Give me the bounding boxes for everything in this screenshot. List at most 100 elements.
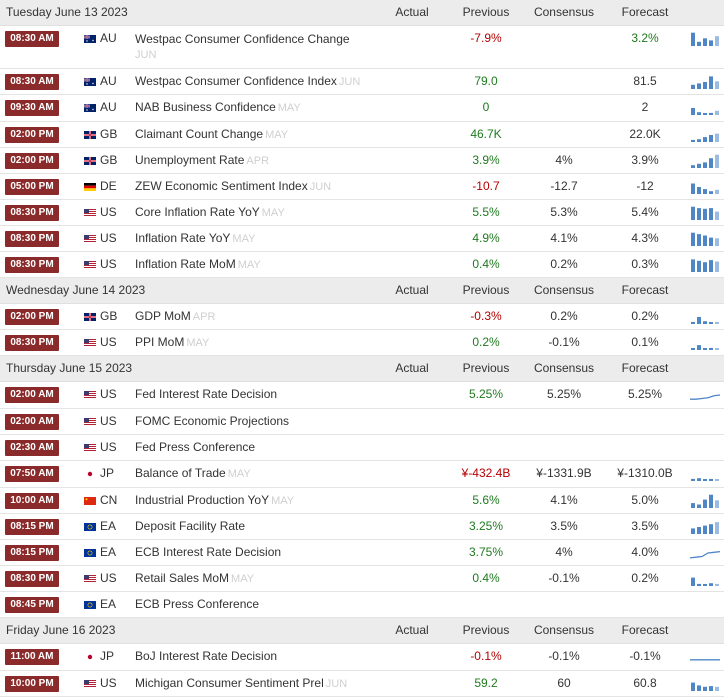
event-forecast-value: 22.0K <box>629 127 661 141</box>
event-name-link[interactable]: Industrial Production YoY MAY <box>135 493 294 507</box>
sparkline-bar <box>697 112 701 115</box>
event-row[interactable]: 08:15 PM EA Deposit Facility Rate 3.25% 3.5%… <box>0 514 724 540</box>
event-row[interactable]: 02:00 PM GB Claimant Count Change MAY 46.7K 2… <box>0 122 724 148</box>
event-row[interactable]: 02:00 AM US Fed Interest Rate Decision 5.25… <box>0 382 724 409</box>
event-name-link[interactable]: ECB Press Conference <box>135 597 259 611</box>
event-row[interactable]: 08:45 PM EA ECB Press Conference <box>0 592 724 618</box>
event-row[interactable]: 02:30 AM US Fed Press Conference <box>0 435 724 461</box>
event-sparkline-chart[interactable] <box>688 542 722 564</box>
event-row[interactable]: 02:00 AM US FOMC Economic Projections <box>0 409 724 435</box>
sparkline-bar <box>691 165 695 168</box>
sparkline-bar <box>709 347 713 350</box>
event-previous-value: 59.2 <box>474 676 498 690</box>
event-country: EA <box>100 597 117 611</box>
event-forecast-value: 5.0% <box>631 493 659 507</box>
sparkline-bar <box>697 317 701 324</box>
event-name-link[interactable]: Fed Interest Rate Decision <box>135 387 277 401</box>
event-sparkline-chart[interactable] <box>688 176 722 198</box>
event-sparkline-chart[interactable] <box>688 490 722 512</box>
event-name-link[interactable]: Inflation Rate MoM MAY <box>135 257 261 271</box>
sparkline-bar <box>697 163 701 168</box>
event-name: PPI MoM <box>135 335 185 349</box>
gb-flag-icon <box>84 157 96 165</box>
col-consensus-header: Consensus <box>533 5 595 19</box>
event-row[interactable]: 08:30 PM US Core Inflation Rate YoY MAY 5.5%… <box>0 200 724 226</box>
event-name-link[interactable]: Core Inflation Rate YoY MAY <box>135 205 285 219</box>
event-name-link[interactable]: Westpac Consumer Confidence Change JUN <box>135 31 360 63</box>
event-reference-period: MAY <box>227 468 251 480</box>
event-name: Fed Interest Rate Decision <box>135 387 278 401</box>
event-forecast-value: 3.9% <box>631 153 659 167</box>
event-name-link[interactable]: Deposit Facility Rate <box>135 519 245 533</box>
sparkline-bar <box>691 321 695 324</box>
event-previous-value: 79.0 <box>474 74 498 88</box>
sparkline-bar <box>697 234 701 246</box>
event-sparkline-chart[interactable] <box>688 568 722 590</box>
event-name: Inflation Rate MoM <box>135 257 236 271</box>
event-previous-value: -10.7 <box>472 179 500 193</box>
event-name-link[interactable]: Balance of Trade MAY <box>135 466 251 480</box>
event-reference-period: MAY <box>186 337 210 349</box>
event-row[interactable]: 09:30 AM AU NAB Business Confidence MAY 0 2 <box>0 95 724 122</box>
sparkline-bar <box>709 260 713 272</box>
event-sparkline-chart[interactable] <box>688 254 722 276</box>
event-row[interactable]: 05:00 PM DE ZEW Economic Sentiment Index JU… <box>0 174 724 200</box>
event-name-link[interactable]: Michigan Consumer Sentiment Prel JUN <box>135 676 347 690</box>
event-row[interactable]: 02:00 PM GB GDP MoM APR -0.3% 0.2% 0.2% <box>0 304 724 330</box>
event-sparkline-chart[interactable] <box>688 71 722 93</box>
event-name-link[interactable]: Retail Sales MoM MAY <box>135 571 254 585</box>
event-name-link[interactable]: BoJ Interest Rate Decision <box>135 649 277 663</box>
event-name-link[interactable]: FOMC Economic Projections <box>135 414 289 428</box>
event-forecast-value: 0.1% <box>631 335 659 349</box>
event-time-badge: 05:00 PM <box>5 179 59 195</box>
sparkline-bar <box>691 84 695 89</box>
event-row[interactable]: 11:00 AM JP BoJ Interest Rate Decision -0.1… <box>0 644 724 671</box>
event-sparkline-chart[interactable] <box>688 28 722 50</box>
event-reference-period: MAY <box>277 102 301 114</box>
event-consensus-value: 4% <box>555 153 573 167</box>
event-sparkline-chart[interactable] <box>688 228 722 250</box>
event-row[interactable]: 08:30 AM AU Westpac Consumer Confidence Ch… <box>0 26 724 69</box>
event-row[interactable]: 08:30 PM US Retail Sales MoM MAY 0.4% -0.1% 0.… <box>0 566 724 592</box>
sparkline-line <box>690 394 721 400</box>
event-reference-period: MAY <box>232 233 256 245</box>
event-row[interactable]: 07:50 AM JP Balance of Trade MAY ¥-432.4B ¥-1… <box>0 461 724 488</box>
event-row[interactable]: 10:00 PM US Michigan Consumer Sentiment Pr… <box>0 671 724 697</box>
event-row[interactable]: 08:30 PM US Inflation Rate YoY MAY 4.9% 4.1% 4… <box>0 226 724 252</box>
event-name-link[interactable]: ZEW Economic Sentiment Index JUN <box>135 179 331 193</box>
sparkline-bar <box>715 110 719 115</box>
event-name-link[interactable]: GDP MoM APR <box>135 309 215 323</box>
event-sparkline-chart[interactable] <box>688 673 722 695</box>
event-sparkline-chart[interactable] <box>688 384 722 406</box>
event-name-link[interactable]: NAB Business Confidence MAY <box>135 100 301 114</box>
event-sparkline-chart[interactable] <box>688 646 722 668</box>
event-reference-period: MAY <box>271 495 295 507</box>
event-sparkline-chart[interactable] <box>688 516 722 538</box>
event-name-link[interactable]: ECB Interest Rate Decision <box>135 545 281 559</box>
event-name-link[interactable]: Westpac Consumer Confidence Index JUN <box>135 74 360 88</box>
event-name-link[interactable]: Claimant Count Change MAY <box>135 127 288 141</box>
event-sparkline-chart[interactable] <box>688 150 722 172</box>
sparkline-bar <box>691 108 695 115</box>
event-name-link[interactable]: Fed Press Conference <box>135 440 255 454</box>
event-sparkline-chart[interactable] <box>688 202 722 224</box>
event-row[interactable]: 08:30 AM AU Westpac Consumer Confidence In… <box>0 69 724 95</box>
event-sparkline-chart[interactable] <box>688 97 722 119</box>
event-name-link[interactable]: PPI MoM MAY <box>135 335 209 349</box>
sparkline-bar <box>715 211 719 220</box>
event-sparkline-chart[interactable] <box>688 463 722 485</box>
event-row[interactable]: 10:00 AM CN Industrial Production YoY MAY 5.… <box>0 488 724 514</box>
event-country: GB <box>100 127 118 141</box>
event-sparkline-chart[interactable] <box>688 332 722 354</box>
event-row[interactable]: 02:00 PM GB Unemployment Rate APR 3.9% 4% 3.9% <box>0 148 724 174</box>
event-sparkline-chart[interactable] <box>688 124 722 146</box>
event-row[interactable]: 08:30 PM US PPI MoM MAY 0.2% -0.1% 0.1% <box>0 330 724 356</box>
event-name-link[interactable]: Unemployment Rate APR <box>135 153 269 167</box>
event-sparkline-chart[interactable] <box>688 306 722 328</box>
event-row[interactable]: 08:30 PM US Inflation Rate MoM MAY 0.4% 0.2% 0… <box>0 252 724 278</box>
event-time-badge: 07:50 AM <box>5 466 59 482</box>
event-row[interactable]: 08:15 PM EA ECB Interest Rate Decision 3.75… <box>0 540 724 566</box>
event-name-link[interactable]: Inflation Rate YoY MAY <box>135 231 255 245</box>
event-name: Balance of Trade <box>135 466 226 480</box>
col-previous-header: Previous <box>462 5 510 19</box>
